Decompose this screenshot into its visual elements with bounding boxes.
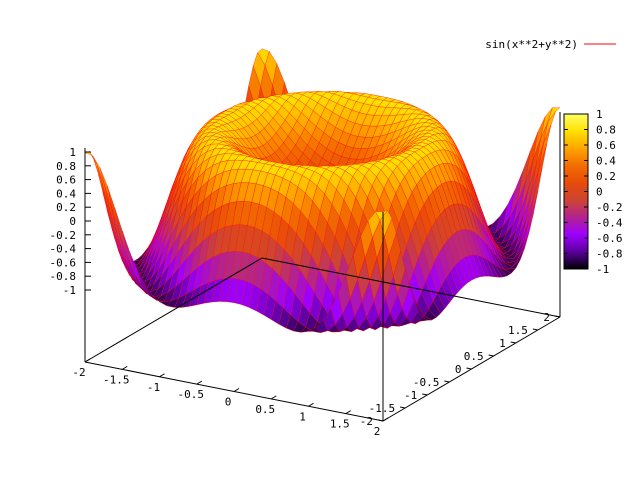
z-tick-label: -1 xyxy=(63,284,76,297)
x-axis-ticks: -2 -1.5 -1 -0.5 0 0.5 1 1.5 2 xyxy=(72,358,389,438)
y-tick-mark xyxy=(377,419,384,422)
x-tick-label: -1.5 xyxy=(103,373,130,386)
legend-label: sin(x**2+y**2) xyxy=(485,38,578,51)
y-tick-label: 0 xyxy=(455,363,462,376)
colorbar-tick-label: 0 xyxy=(596,186,603,199)
y-tick-label: 1 xyxy=(499,337,506,350)
x-tick-mark xyxy=(196,380,203,385)
y-tick-mark xyxy=(488,354,494,357)
y-tick-mark xyxy=(400,406,406,409)
surface-patch xyxy=(375,210,388,221)
x-tick-label: 1.5 xyxy=(330,418,350,431)
y-tick-label: 2 xyxy=(543,311,550,324)
colorbar-tick-label: -0.8 xyxy=(596,248,623,261)
z-tick-label: 0 xyxy=(69,215,76,228)
x-tick-label: -2 xyxy=(72,366,85,379)
back-floor-edge xyxy=(84,257,263,363)
z-tick-label: 0.6 xyxy=(56,174,76,187)
x-tick-mark xyxy=(121,365,128,370)
colorbar: 1 0.8 0.6 0.4 0.2 0 -0.2 -0.4 -0.6 -0.8 -1 xyxy=(563,108,623,276)
colorbar-tick-label: 1 xyxy=(596,108,603,121)
x-tick-mark xyxy=(345,410,352,415)
colorbar-tick-label: -1 xyxy=(596,263,609,276)
y-tick-label: -1.5 xyxy=(369,402,396,415)
colorbar-tick-label: 0.8 xyxy=(596,124,616,137)
z-tick-label: -0.2 xyxy=(50,229,77,242)
z-tick-label: -0.6 xyxy=(50,256,77,269)
y-axis-ticks: -2-1.5 -1-0.5 00.5 11.5 2 xyxy=(360,311,561,428)
y-tick-label: -0.5 xyxy=(413,376,440,389)
x-tick-label: -1 xyxy=(147,381,160,394)
z-tick-label: 1 xyxy=(69,146,76,159)
z-tick-label: 0.8 xyxy=(56,160,76,173)
legend: sin(x**2+y**2) xyxy=(485,38,616,51)
x-tick-label: 1 xyxy=(299,410,306,423)
y-tick-label: -2 xyxy=(360,415,373,428)
x-tick-mark xyxy=(308,402,314,407)
z-axis-ticks: -1-0.8-0.6-0.4-0.200.20.40.60.81 xyxy=(50,146,91,297)
y-tick-mark xyxy=(532,328,538,331)
z-tick-label: 0.2 xyxy=(56,201,76,214)
y-tick-label: 0.5 xyxy=(464,350,484,363)
z-tick-label: -0.8 xyxy=(50,270,77,283)
colorbar-tick-label: 0.4 xyxy=(596,155,616,168)
x-tick-mark xyxy=(84,358,91,363)
y-tick-label: 1.5 xyxy=(508,324,528,337)
x-tick-label: 0 xyxy=(225,396,232,409)
y-tick-label: -1 xyxy=(404,389,417,402)
y-tick-mark xyxy=(554,315,561,318)
z-tick-label: -0.4 xyxy=(50,243,77,256)
x-tick-mark xyxy=(382,417,389,422)
y-tick-mark xyxy=(466,367,472,370)
colorbar-tick-label: 0.6 xyxy=(596,139,616,152)
x-tick-label: -0.5 xyxy=(178,388,205,401)
y-tick-mark xyxy=(510,341,516,344)
colorbar-tick-label: -0.4 xyxy=(596,217,623,230)
z-tick-label: 0.4 xyxy=(56,187,76,200)
colorbar-tick-label: -0.6 xyxy=(596,232,623,245)
colorbar-tick-label: -0.2 xyxy=(596,201,623,214)
back-floor-edge xyxy=(261,257,561,318)
surface-mesh xyxy=(84,48,561,334)
x-tick-label: 2 xyxy=(374,425,381,438)
x-tick-label: 0.5 xyxy=(255,403,275,416)
x-tick-mark xyxy=(270,395,277,400)
x-tick-mark xyxy=(233,388,240,392)
y-tick-mark xyxy=(422,393,428,396)
y-tick-mark xyxy=(444,380,450,383)
x-tick-mark xyxy=(159,373,165,378)
colorbar-tick-label: 0.2 xyxy=(596,170,616,183)
